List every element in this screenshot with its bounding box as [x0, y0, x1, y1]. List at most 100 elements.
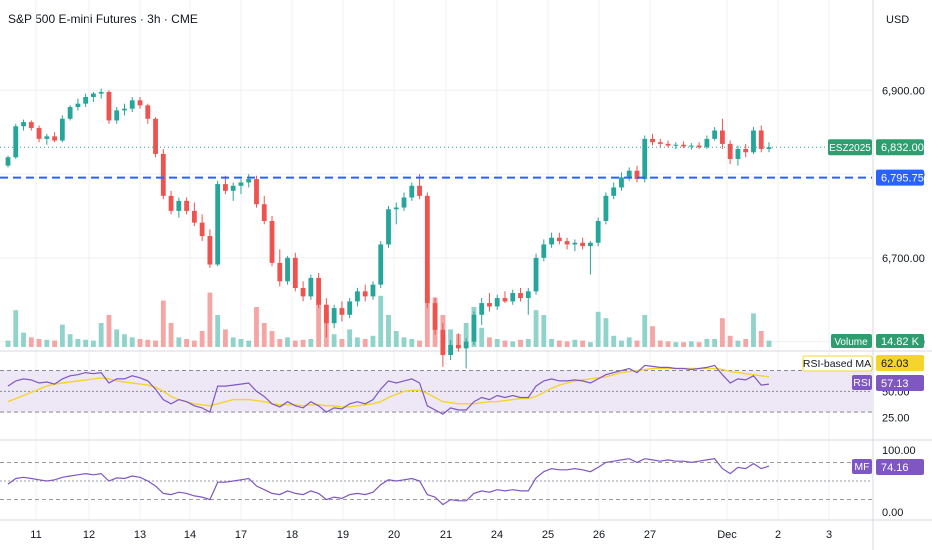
volume-bar [362, 339, 368, 347]
volume-bar [215, 315, 221, 347]
volume-bar [145, 339, 151, 347]
volume-bar [712, 339, 718, 347]
candle-body [735, 148, 741, 159]
rsi-line [7, 364, 770, 415]
volume-bar [556, 340, 562, 347]
candle-body [137, 100, 143, 106]
candle-body [626, 170, 632, 178]
candle-body [114, 110, 120, 121]
candle-body [28, 122, 34, 128]
candle-body [98, 91, 104, 94]
candle-body [541, 244, 547, 258]
volume-bar [168, 323, 174, 347]
candle-body [339, 308, 345, 315]
candle-body [106, 91, 112, 121]
candle-body [673, 144, 679, 146]
rsi-ma-line [7, 367, 770, 408]
volume-bar [160, 300, 166, 347]
candle-body [331, 308, 337, 324]
x-tick-label: 19 [337, 529, 349, 541]
volume-bar [587, 342, 593, 347]
candle-body [285, 257, 290, 282]
mf-pane [0, 458, 872, 506]
mf-line [7, 458, 770, 506]
rsi-ma-badge [802, 355, 873, 372]
candle-body [13, 126, 19, 158]
candle-body [556, 237, 562, 242]
candle-body [168, 195, 174, 211]
candle-body [463, 341, 469, 349]
support-price-tag [876, 169, 924, 186]
candle-body [642, 138, 648, 180]
candle-body [448, 344, 454, 356]
volume-bar [184, 339, 190, 347]
volume-bar [122, 334, 127, 347]
x-tick-label: 20 [388, 529, 400, 541]
x-tick-label: 14 [184, 529, 196, 541]
volume-badge-label: Volume [834, 337, 868, 348]
x-tick-label: 24 [491, 529, 503, 541]
volume-bar [665, 341, 671, 347]
rsi-ma-value-tag [876, 355, 924, 371]
volume-bar [285, 337, 290, 347]
volume-bar [696, 342, 702, 347]
currency-label[interactable]: USD [886, 14, 910, 26]
x-tick-label: 2 [775, 529, 781, 541]
candle-body [308, 277, 314, 297]
candle-body [370, 284, 376, 297]
volume-bar [673, 342, 679, 347]
volume-bar [176, 337, 182, 347]
candle-body [323, 304, 329, 324]
volume-bar [347, 329, 353, 347]
price-labels: ESZ2025 6,832.00 6,795.75 Volume 14.82 K RSI-… [802, 139, 924, 475]
volume-bar [191, 340, 197, 347]
volume-bar [743, 339, 749, 347]
candle-body [494, 298, 500, 307]
y-tick-label: 6,900.00 [882, 85, 925, 97]
volume-bar [525, 339, 531, 347]
volume-bar [114, 329, 120, 347]
volume-bar [223, 329, 228, 347]
candle-body [696, 145, 702, 148]
volume-bar [727, 335, 733, 347]
last-price-tag [876, 139, 924, 156]
volume-bar [21, 332, 26, 347]
volume-bar [36, 339, 42, 347]
candle-body [720, 130, 725, 144]
volume-bar [758, 331, 764, 347]
candle-body [634, 170, 640, 180]
candle-body [67, 107, 73, 119]
candle-body [215, 184, 221, 265]
volume-bar [59, 324, 65, 347]
candle-body [393, 207, 399, 210]
candle-body [518, 293, 523, 299]
volume-bar [650, 326, 655, 347]
candle-body [727, 143, 733, 159]
volume-bar [657, 340, 663, 347]
candle-body [207, 236, 213, 265]
mf-name: MF [854, 461, 869, 473]
mf-value-tag [876, 459, 924, 475]
rsi-name: RSI [853, 377, 871, 389]
candle-body [75, 103, 81, 108]
volume-bar [308, 339, 314, 347]
rsi-value: 57.13 [881, 378, 909, 390]
candle-body [269, 220, 275, 263]
volume-bar [533, 310, 539, 347]
volume-bar [52, 340, 57, 347]
volume-bar [28, 337, 34, 347]
volume-bar [5, 340, 11, 347]
volume-bar [393, 331, 399, 347]
volume-bar [129, 337, 135, 347]
volume-bar [292, 340, 298, 347]
candle-body [129, 100, 135, 109]
candle-body [254, 179, 259, 205]
volume-bar [603, 318, 609, 347]
candle-body [347, 301, 353, 315]
volume-bar [13, 310, 19, 347]
candle-body [59, 118, 65, 141]
volume-bar [766, 340, 772, 347]
volume-bar [44, 339, 50, 347]
